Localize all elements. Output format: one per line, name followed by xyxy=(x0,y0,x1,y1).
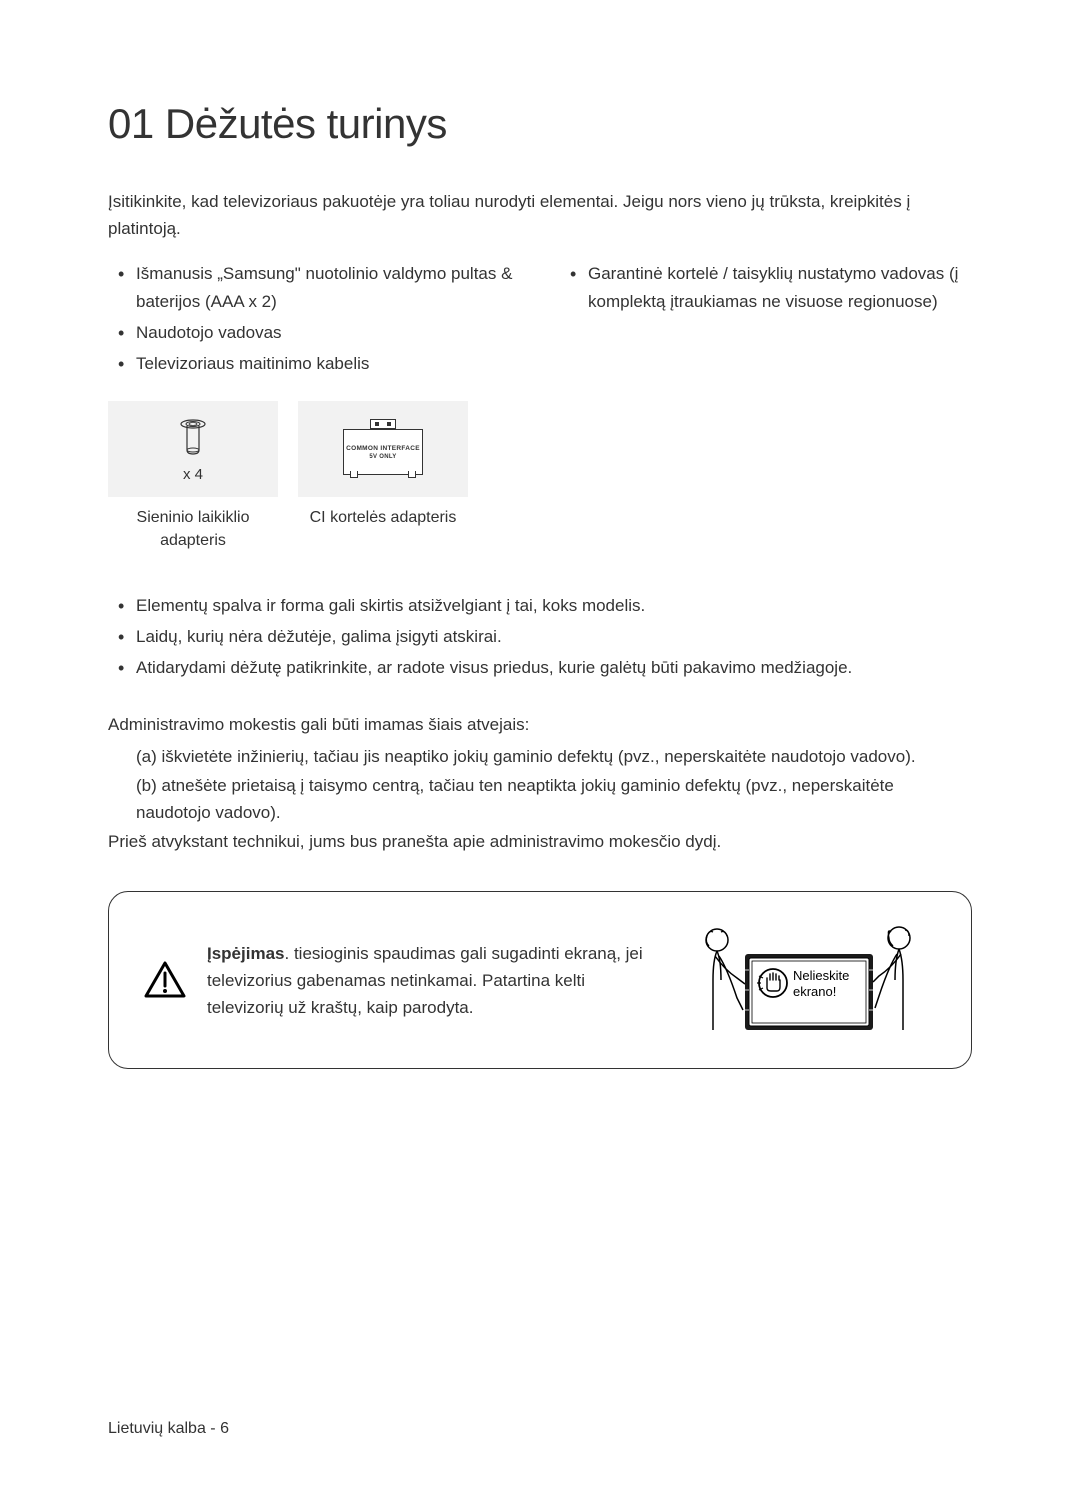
note-item: Elementų spalva ir forma gali skirtis at… xyxy=(136,592,972,619)
notes-list: Elementų spalva ir forma gali skirtis at… xyxy=(108,592,972,682)
warning-box: Įspėjimas. tiesioginis spaudimas gali su… xyxy=(108,891,972,1069)
page-footer: Lietuvių kalba - 6 xyxy=(108,1420,229,1438)
admin-fee-heading: Administravimo mokestis gali būti imamas… xyxy=(108,711,972,738)
ci-card-text: COMMON INTERFACE xyxy=(346,445,420,452)
note-item: Laidų, kurių nėra dėžutėje, galima įsigy… xyxy=(136,623,972,650)
list-item: Išmanusis „Samsung" nuotolinio valdymo p… xyxy=(136,260,520,314)
accessory-item: x 4 Sieninio laikiklio adapteris xyxy=(108,401,278,552)
admin-case-b: (b) atnešėte prietaisą į taisymo centrą,… xyxy=(108,772,972,826)
warning-label: Įspėjimas xyxy=(207,944,285,963)
list-item: Naudotojo vadovas xyxy=(136,319,520,346)
page-title: 01 Dėžutės turinys xyxy=(108,100,972,148)
ci-card-adapter-icon: COMMON INTERFACE 5V ONLY xyxy=(298,401,468,497)
ci-card-subtext: 5V ONLY xyxy=(369,454,396,460)
svg-text:ekrano!: ekrano! xyxy=(793,984,836,999)
warning-text: Įspėjimas. tiesioginis spaudimas gali su… xyxy=(207,940,657,1022)
accessory-item: COMMON INTERFACE 5V ONLY CI kortelės ada… xyxy=(298,401,468,552)
contents-columns: Išmanusis „Samsung" nuotolinio valdymo p… xyxy=(108,260,972,381)
left-contents-list: Išmanusis „Samsung" nuotolinio valdymo p… xyxy=(108,260,520,377)
accessory-items-row: x 4 Sieninio laikiklio adapteris COMMON … xyxy=(108,401,972,552)
list-item: Garantinė kortelė / taisyklių nustatymo … xyxy=(588,260,972,314)
before-technician-text: Prieš atvykstant technikui, jums bus pra… xyxy=(108,828,972,855)
intro-text: Įsitikinkite, kad televizoriaus pakuotėj… xyxy=(108,188,972,242)
right-contents-list: Garantinė kortelė / taisyklių nustatymo … xyxy=(560,260,972,314)
warning-triangle-icon xyxy=(143,960,187,1000)
carry-tv-illustration: Nelieskite ekrano! xyxy=(677,920,937,1040)
list-item: Televizoriaus maitinimo kabelis xyxy=(136,350,520,377)
admin-case-a: (a) iškvietėte inžinierių, tačiau jis ne… xyxy=(108,743,972,770)
item-label: Sieninio laikiklio adapteris xyxy=(108,507,278,552)
wall-mount-adapter-icon: x 4 xyxy=(108,401,278,497)
item-label: CI kortelės adapteris xyxy=(298,507,468,529)
illustration-text: Nelieskite xyxy=(793,968,849,983)
note-item: Atidarydami dėžutę patikrinkite, ar rado… xyxy=(136,654,972,681)
quantity-label: x 4 xyxy=(183,466,203,483)
